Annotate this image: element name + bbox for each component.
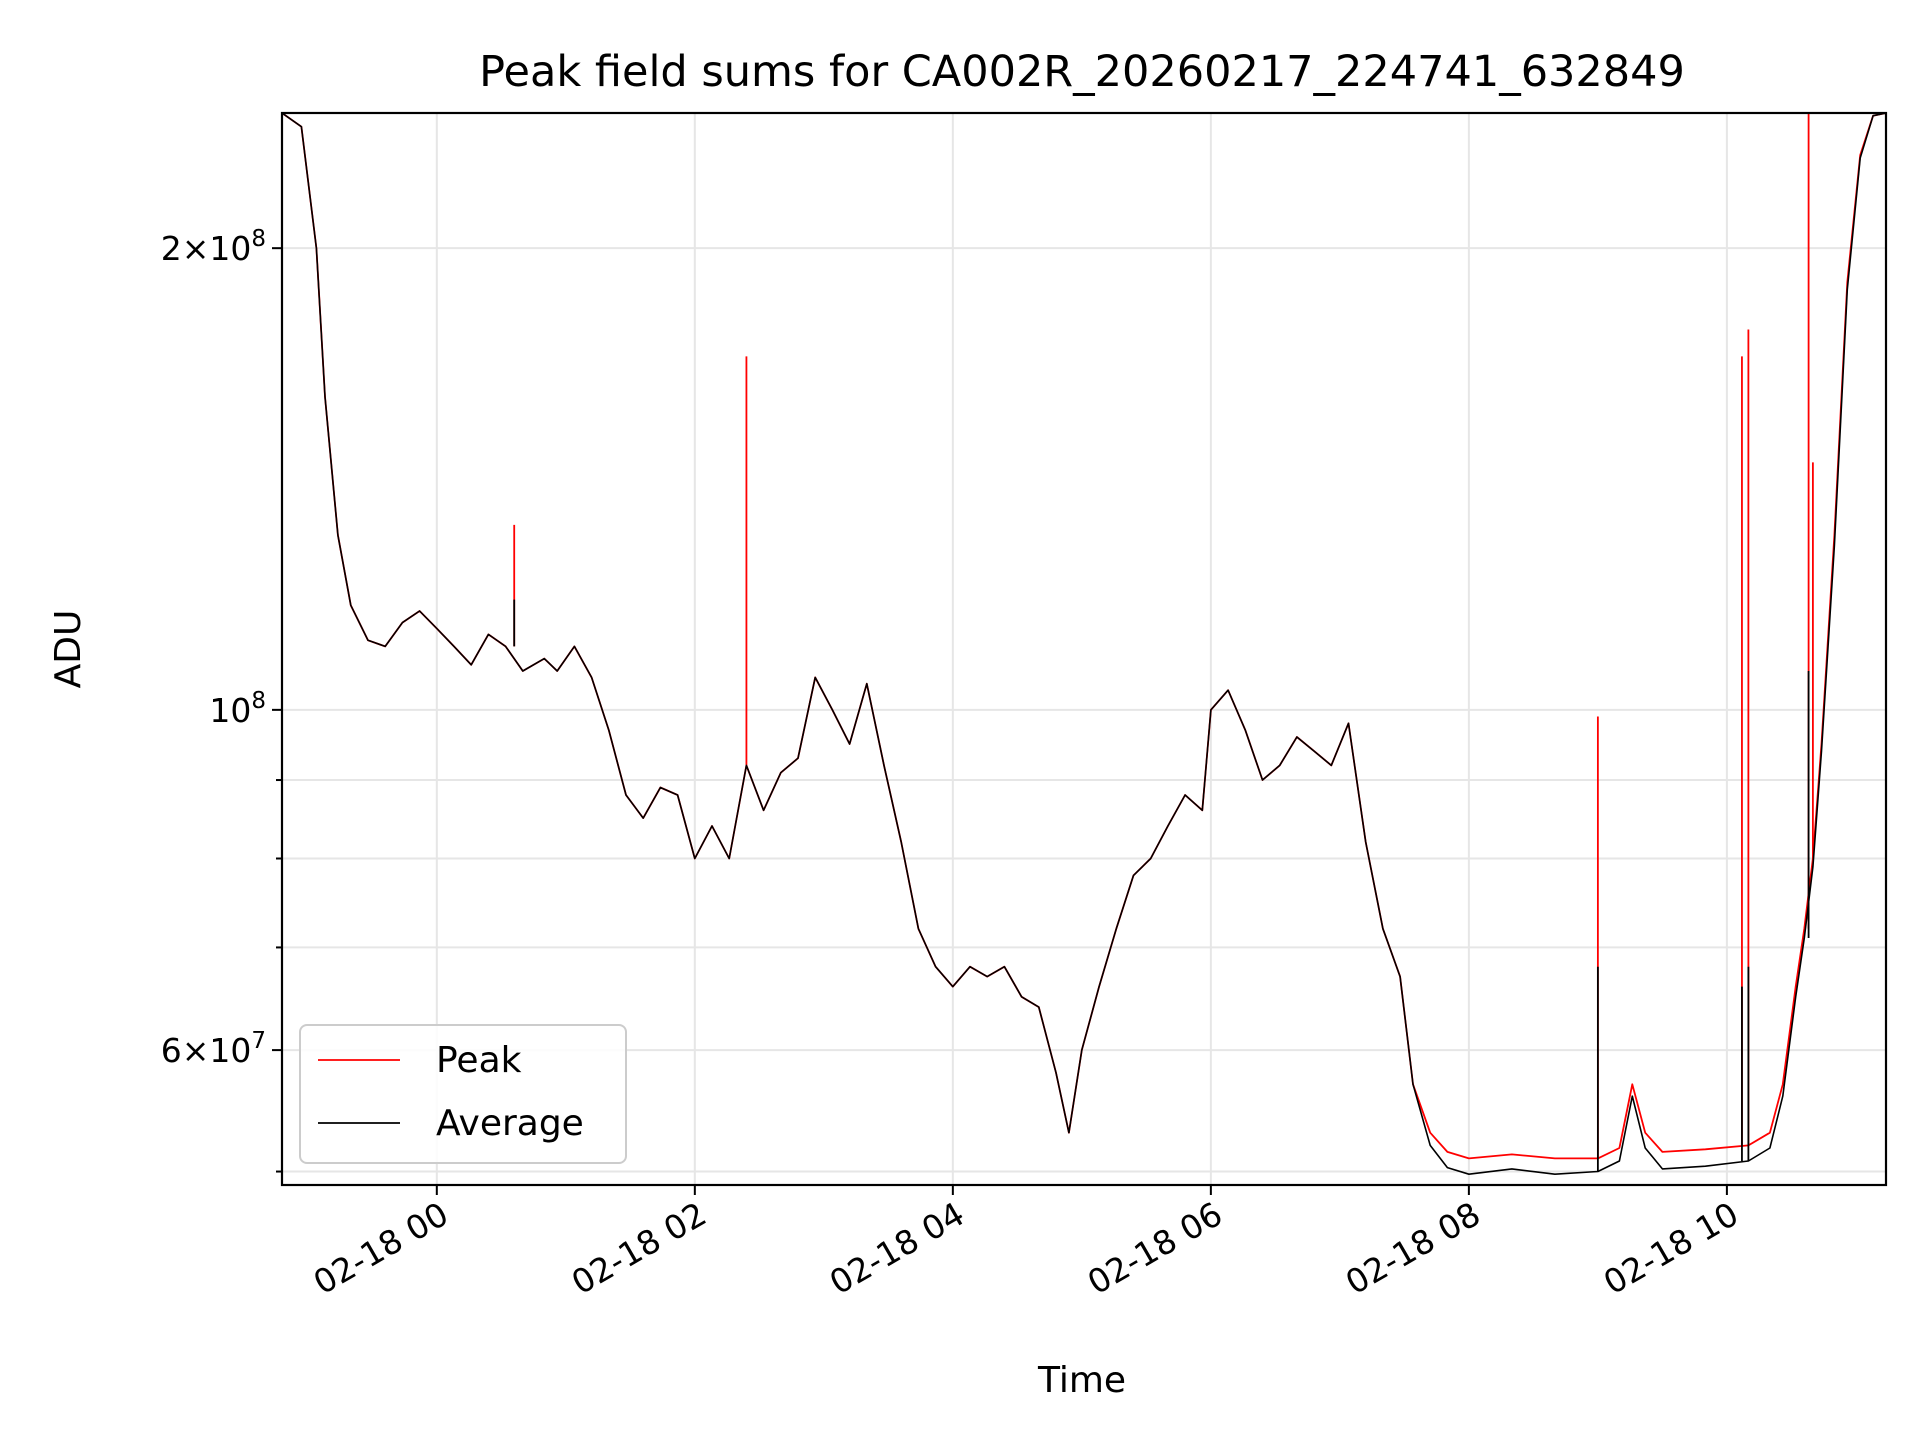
plot-area: [282, 113, 1886, 1175]
axes-frame: [280, 111, 1888, 1187]
y-axis-ticks: 6×107 108 2×108: [161, 226, 282, 1173]
y-tick-label: 108: [209, 688, 266, 730]
chart-title: Peak field sums for CA002R_20260217_2247…: [479, 47, 1685, 97]
y-tick-label: 2×108: [161, 226, 266, 268]
legend: Peak Average: [299, 1024, 627, 1164]
y-tick-label: 6×107: [161, 1028, 266, 1070]
grid: [282, 113, 1886, 1185]
y-axis-label: ADU: [48, 610, 89, 689]
legend-label-peak: Peak: [436, 1040, 522, 1081]
x-axis-label: Time: [1037, 1360, 1126, 1401]
legend-label-average: Average: [436, 1103, 584, 1144]
series-line-average: [282, 113, 1886, 1175]
